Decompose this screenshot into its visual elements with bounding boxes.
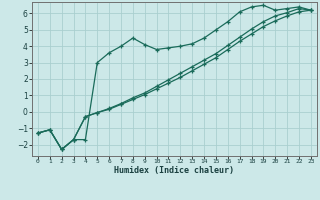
- X-axis label: Humidex (Indice chaleur): Humidex (Indice chaleur): [115, 166, 234, 175]
